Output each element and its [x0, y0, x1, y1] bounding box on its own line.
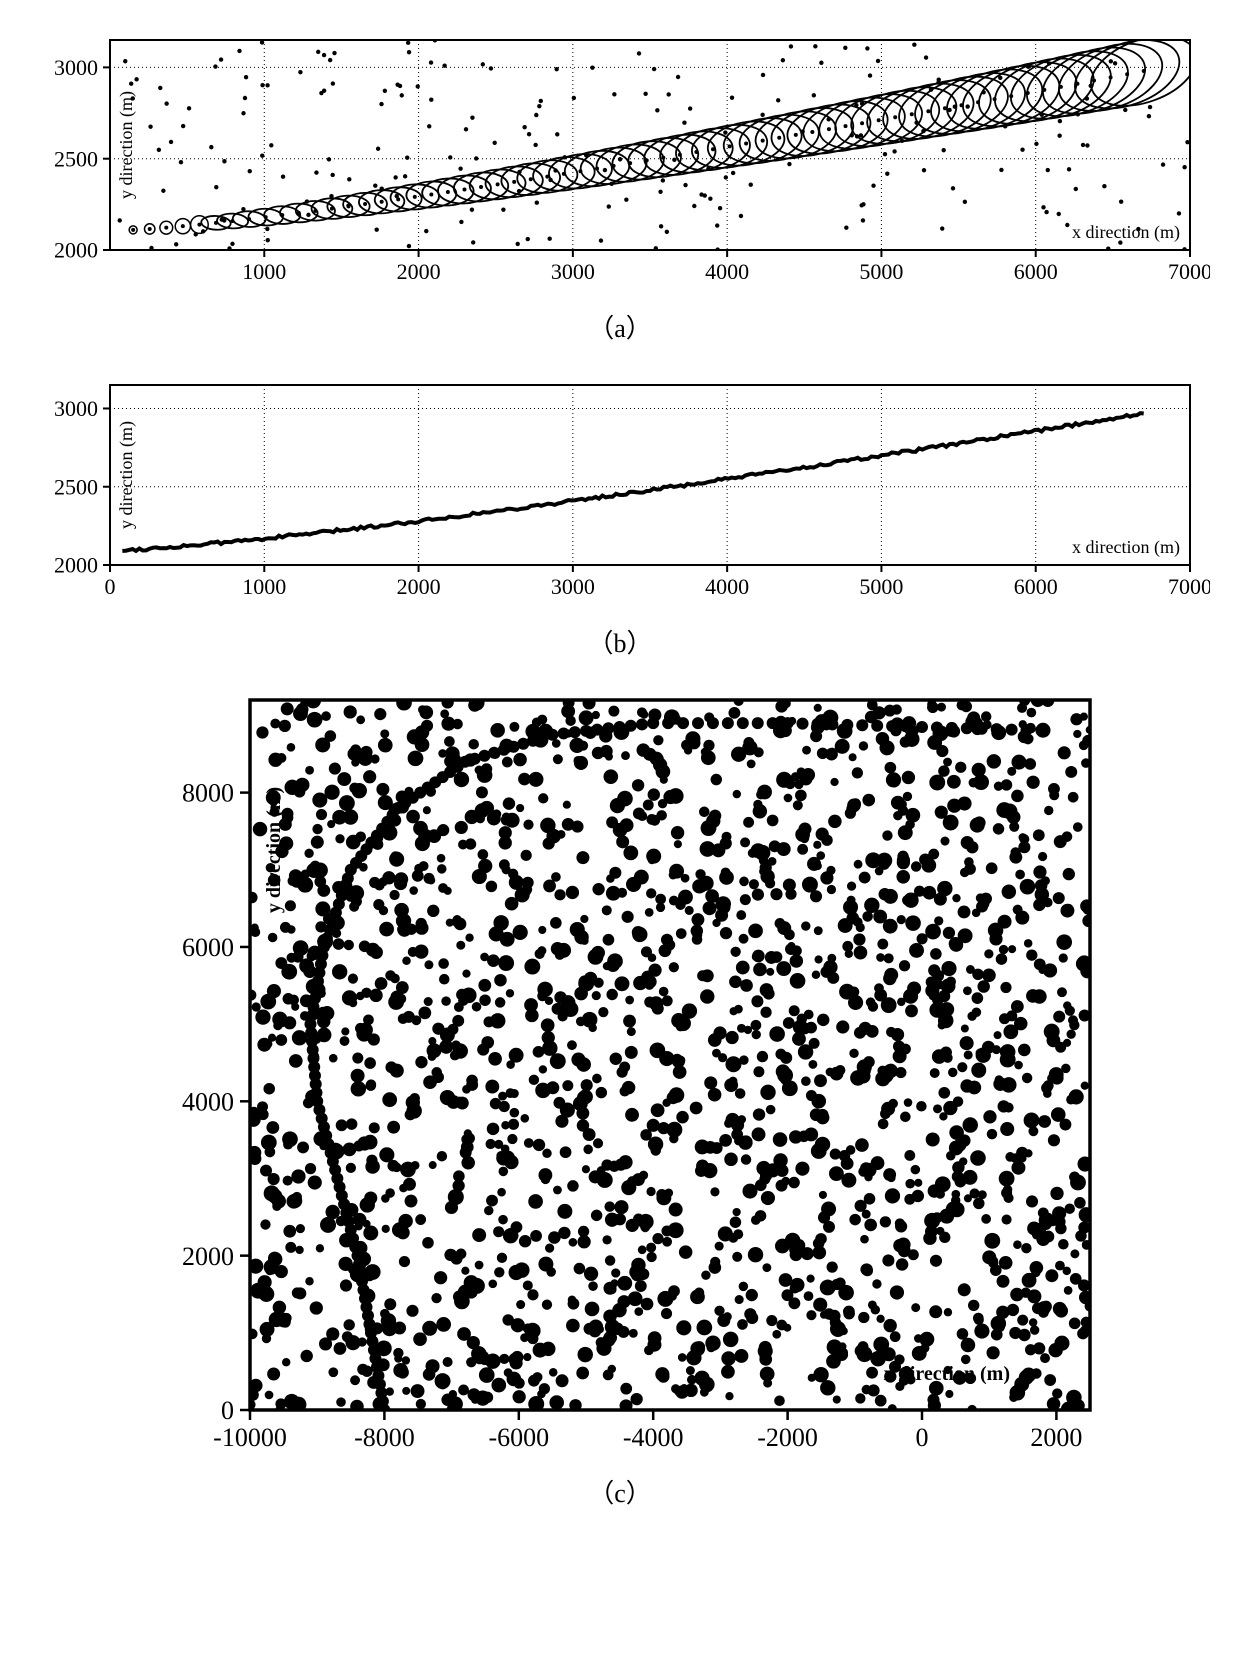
- panel-a-label: （a）: [30, 308, 1210, 345]
- svg-text:0: 0: [221, 1396, 234, 1425]
- svg-text:3000: 3000: [54, 396, 98, 421]
- panel-b-label: （b）: [30, 623, 1210, 660]
- svg-text:2500: 2500: [54, 146, 98, 171]
- svg-text:2000: 2000: [1030, 1423, 1082, 1452]
- svg-text:2000: 2000: [54, 553, 98, 578]
- panel-c-chart: -10000 -8000 -6000 -4000 -2000 0 2000 0 2000 4000…: [120, 690, 1120, 1460]
- svg-text:0: 0: [916, 1423, 929, 1452]
- svg-text:x direction (m): x direction (m): [1072, 222, 1180, 243]
- svg-text:0: 0: [105, 574, 116, 599]
- svg-text:6000: 6000: [182, 933, 234, 962]
- svg-text:-10000: -10000: [213, 1423, 287, 1452]
- panel-c-label: （c）: [30, 1473, 1210, 1510]
- svg-text:4000: 4000: [182, 1087, 234, 1116]
- svg-text:2000: 2000: [397, 574, 441, 599]
- svg-text:x direction (m): x direction (m): [1072, 537, 1180, 558]
- svg-text:-2000: -2000: [757, 1423, 818, 1452]
- svg-text:-8000: -8000: [354, 1423, 415, 1452]
- panel-b-chart: 0 1000 2000 3000 4000 5000 6000 7000 2000 2500 300…: [30, 375, 1210, 615]
- svg-text:2000: 2000: [182, 1242, 234, 1271]
- svg-text:1000: 1000: [242, 259, 286, 284]
- svg-text:6000: 6000: [1014, 259, 1058, 284]
- svg-text:7000: 7000: [1168, 259, 1210, 284]
- svg-text:y direction (m): y direction (m): [263, 787, 285, 913]
- svg-text:-4000: -4000: [623, 1423, 684, 1452]
- svg-text:5000: 5000: [859, 574, 903, 599]
- svg-text:1000: 1000: [242, 574, 286, 599]
- svg-text:8000: 8000: [182, 779, 234, 808]
- panel-c: -10000 -8000 -6000 -4000 -2000 0 2000 0 2000 4000…: [30, 690, 1210, 1510]
- svg-text:2000: 2000: [54, 238, 98, 263]
- svg-text:3000: 3000: [54, 55, 98, 80]
- panel-a-chart: 1000 2000 3000 4000 5000 6000 7000 2000 2500 3000…: [30, 30, 1210, 300]
- svg-text:4000: 4000: [705, 259, 749, 284]
- svg-text:y direction (m): y direction (m): [116, 91, 137, 199]
- svg-text:7000: 7000: [1168, 574, 1210, 599]
- svg-text:2500: 2500: [54, 474, 98, 499]
- svg-text:5000: 5000: [859, 259, 903, 284]
- svg-text:4000: 4000: [705, 574, 749, 599]
- svg-text:3000: 3000: [551, 259, 595, 284]
- panel-b: 0 1000 2000 3000 4000 5000 6000 7000 2000 2500 300…: [30, 375, 1210, 660]
- svg-text:6000: 6000: [1014, 574, 1058, 599]
- svg-text:2000: 2000: [397, 259, 441, 284]
- svg-text:3000: 3000: [551, 574, 595, 599]
- svg-text:x direction (m): x direction (m): [884, 1363, 1010, 1385]
- panel-a: 1000 2000 3000 4000 5000 6000 7000 2000 2500 3000…: [30, 30, 1210, 345]
- svg-text:y direction (m): y direction (m): [116, 421, 137, 529]
- svg-text:-6000: -6000: [488, 1423, 549, 1452]
